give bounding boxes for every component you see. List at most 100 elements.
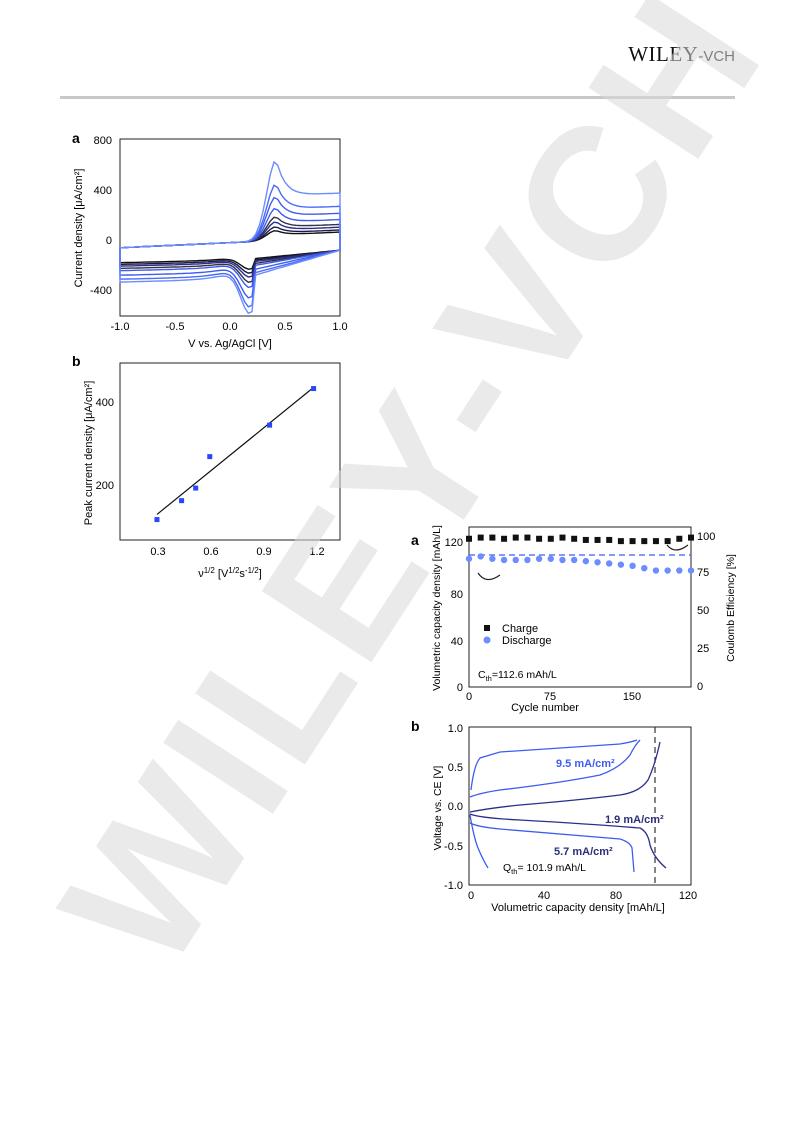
- header-rule: [60, 96, 735, 99]
- cv-curve: [119, 196, 341, 299]
- curve-5-7-discharge: [469, 822, 635, 873]
- legend-discharge: Discharge: [502, 635, 552, 647]
- discharge-point: [465, 555, 473, 562]
- qth-annotation: Qth= 101.9 mAh/L: [503, 862, 586, 876]
- peak-point: [311, 386, 317, 392]
- cv-ytick: -400: [90, 285, 112, 297]
- cyc-xtick: 0: [466, 691, 472, 703]
- peak-xlabel: ν1/2 [V1/2s-1/2]: [198, 566, 262, 580]
- volt-xtick: 40: [538, 890, 550, 902]
- cyc-ytick: 40: [451, 636, 463, 648]
- cv-curves: [119, 160, 341, 315]
- discharge-point: [500, 556, 508, 564]
- cv-panel: a 800 400 0 -400 -1.0 -0.5 0.0 0.5 1.0 V…: [72, 130, 348, 350]
- charge-point: [524, 534, 531, 541]
- label-5-7: 5.7 mA/cm²: [554, 846, 613, 858]
- volt-ytick: 0.0: [448, 801, 463, 813]
- cv-axes-box: [119, 138, 341, 317]
- charge-point: [688, 534, 694, 541]
- charge-point: [606, 536, 613, 543]
- charge-point: [477, 534, 484, 541]
- discharge-point: [617, 561, 625, 568]
- cv-xtick: -0.5: [166, 321, 185, 333]
- discharge-point: [641, 564, 648, 572]
- cv-ytick: 0: [106, 235, 112, 247]
- discharge-point: [582, 557, 590, 565]
- peak-ytick: 400: [96, 397, 114, 409]
- label-9-5: 9.5 mA/cm²: [556, 758, 615, 770]
- discharge-point: [606, 560, 613, 567]
- charge-point: [501, 535, 508, 542]
- discharge-point: [676, 567, 683, 574]
- charge-point: [512, 534, 519, 541]
- peak-point: [193, 485, 199, 491]
- cycling-panel: a Charge Discharge Cth=112.6 mAh/L 120 8…: [411, 525, 737, 714]
- volt-xtick: 0: [468, 890, 474, 902]
- peak-axes-box: [119, 362, 341, 541]
- peak-point: [267, 422, 273, 428]
- volt-xtick: 80: [610, 890, 622, 902]
- peak-points: [154, 386, 317, 523]
- discharge-point: [559, 556, 566, 564]
- cv-y-ticks: 800 400 0 -400: [90, 135, 112, 297]
- charge-point: [617, 538, 624, 545]
- curve-5-7-charge: [469, 739, 641, 798]
- cv-xlabel: V vs. Ag/AgCl [V]: [188, 338, 272, 350]
- panel-label-a: a: [72, 130, 80, 146]
- publisher-suffix: -VCH: [698, 48, 735, 65]
- cycling-points: [465, 534, 695, 574]
- label-1-9: 1.9 mA/cm²: [605, 814, 664, 826]
- discharge-point: [512, 556, 519, 564]
- cv-curve: [119, 160, 341, 315]
- volt-ytick: -0.5: [444, 841, 463, 853]
- cv-xtick: 1.0: [332, 321, 347, 333]
- cycling-legend: Charge Discharge: [483, 623, 552, 647]
- charge-point: [536, 535, 543, 542]
- charge-point: [652, 538, 659, 545]
- discharge-point: [687, 567, 695, 574]
- charge-point: [489, 534, 496, 541]
- peak-panel: b 400 200 0.3 0.6 0.9 1.2 ν1/2 [V1/2s-1/…: [72, 353, 341, 580]
- curve-9-5-charge: [470, 739, 638, 791]
- legend-charge: Charge: [502, 623, 538, 635]
- curve-9-5-discharge: [469, 814, 489, 869]
- discharge-point: [629, 562, 636, 570]
- peak-xtick: 0.9: [256, 546, 271, 558]
- legend-marker-charge: [484, 625, 490, 631]
- volt-ytick: 0.5: [448, 762, 463, 774]
- cv-ytick: 400: [94, 185, 112, 197]
- charge-point: [582, 536, 589, 543]
- cyc-ytick: 80: [451, 589, 463, 601]
- cyc-y2tick: 75: [697, 567, 709, 579]
- cv-xtick: 0.5: [277, 321, 292, 333]
- discharge-point: [652, 567, 660, 574]
- cyc-y2tick: 25: [697, 643, 709, 655]
- cv-ylabel: Current density [μA/cm²]: [73, 169, 85, 288]
- cyc-xtick: 150: [623, 691, 641, 703]
- cyc-ytick: 0: [457, 682, 463, 694]
- fit-line: [156, 386, 314, 515]
- discharge-point: [535, 555, 543, 562]
- charge-point: [466, 535, 472, 542]
- cyc-ylabel-left: Volumetric capacity density [mAh/L]: [431, 525, 443, 691]
- cyc-y2tick: 50: [697, 605, 709, 617]
- discharge-point: [594, 559, 601, 566]
- charge-point: [676, 535, 683, 542]
- volt-xlabel: Volumetric capacity density [mAh/L]: [491, 902, 665, 914]
- peak-ytick: 200: [96, 480, 114, 492]
- charge-point: [571, 535, 578, 542]
- cyc-y2tick: 100: [697, 531, 715, 543]
- legend-marker-discharge: [483, 636, 491, 644]
- panel-label-a2: a: [411, 532, 419, 548]
- peak-point: [179, 498, 185, 504]
- curve-1-9-charge: [469, 741, 661, 813]
- cv-xtick: 0.0: [222, 321, 237, 333]
- discharge-point: [477, 553, 484, 560]
- cycling-axes-box: [468, 526, 692, 688]
- publisher-logo: WILEY-VCH: [628, 42, 735, 67]
- cyc-xlabel: Cycle number: [511, 702, 579, 714]
- charge-point: [594, 536, 601, 543]
- charge-point: [641, 538, 648, 545]
- cv-xtick: -1.0: [111, 321, 130, 333]
